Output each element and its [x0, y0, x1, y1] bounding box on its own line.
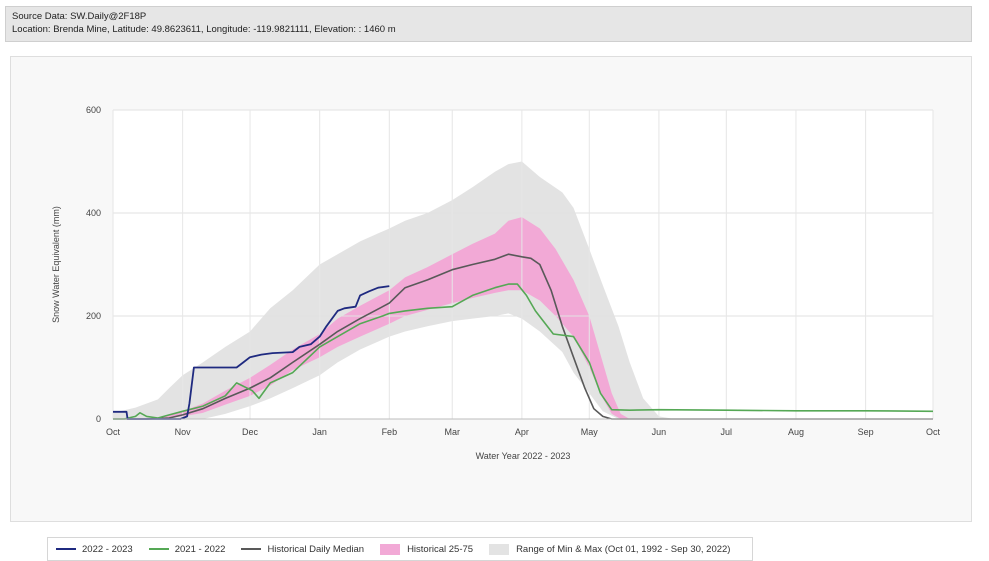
location-text: Location: Brenda Mine, Latitude: 49.8623…: [12, 24, 396, 35]
x-tick-label: Mar: [444, 427, 460, 437]
x-tick-label: Jun: [652, 427, 667, 437]
legend-label: 2021 - 2022: [174, 543, 226, 555]
series-line-1: [113, 283, 934, 420]
legend-swatch: [148, 548, 169, 550]
legend-label: Historical 25-75: [407, 543, 474, 555]
x-tick-label: Jul: [721, 427, 733, 437]
x-tick-label: Apr: [515, 427, 529, 437]
x-tick-label: Dec: [242, 427, 259, 437]
x-tick-label: May: [581, 427, 599, 437]
x-tick-label: Feb: [382, 427, 398, 437]
legend-swatch: [241, 548, 262, 550]
x-tick-label: Aug: [788, 427, 804, 437]
legend-label: Range of Min & Max (Oct 01, 1992 - Sep 3…: [516, 543, 731, 555]
chart-panel: 0 200 400 600 Oct Nov Dec Jan Feb Mar Apr May Jun Jul…: [10, 56, 972, 561]
source-data-text: Source Data: SW.Daily@2F18P: [12, 11, 147, 22]
chart-bands: [113, 110, 933, 419]
y-tick-label: 600: [86, 105, 101, 115]
x-tick-label: Oct: [926, 427, 941, 437]
x-tick-label: Oct: [106, 427, 121, 437]
legend-label: 2022 - 2023: [82, 543, 133, 555]
y-axis-title: Snow Water Equivalent (mm): [51, 206, 61, 323]
series-line-0: [113, 253, 933, 420]
y-tick-label: 0: [96, 414, 101, 424]
snow-water-chart: 0 200 400 600 Oct Nov Dec Jan Feb Mar Apr May Jun Jul…: [51, 105, 940, 461]
x-tick-label: Sep: [858, 427, 874, 437]
x-tick-label: Nov: [175, 427, 192, 437]
legend-item: Range of Min & Max (Oct 01, 1992 - Sep 3…: [489, 543, 731, 555]
legend-label: Historical Daily Median: [267, 543, 365, 555]
chart-axes: 0 200 400 600 Oct Nov Dec Jan Feb Mar Apr May Jun Jul…: [51, 105, 940, 461]
y-tick-label: 200: [86, 311, 101, 321]
x-tick-label: Jan: [312, 427, 327, 437]
legend-swatch: [56, 548, 76, 550]
chart-legend: 2022 - 2023 2021 - 2022 Historical Daily M…: [47, 537, 753, 561]
x-axis-title: Water Year 2022 - 2023: [476, 451, 571, 461]
legend-item: 2022 - 2023: [56, 544, 133, 555]
legend-swatch: [489, 543, 510, 555]
legend-item: Historical Daily Median: [241, 544, 364, 555]
source-info-banner: Source Data: SW.Daily@2F18P Location: Br…: [5, 6, 972, 42]
band-1: [113, 217, 630, 419]
legend-swatch: [380, 543, 401, 555]
legend-item: 2021 - 2022: [148, 543, 226, 555]
legend-item: Historical 25-75: [380, 543, 474, 555]
y-tick-label: 400: [86, 208, 101, 218]
